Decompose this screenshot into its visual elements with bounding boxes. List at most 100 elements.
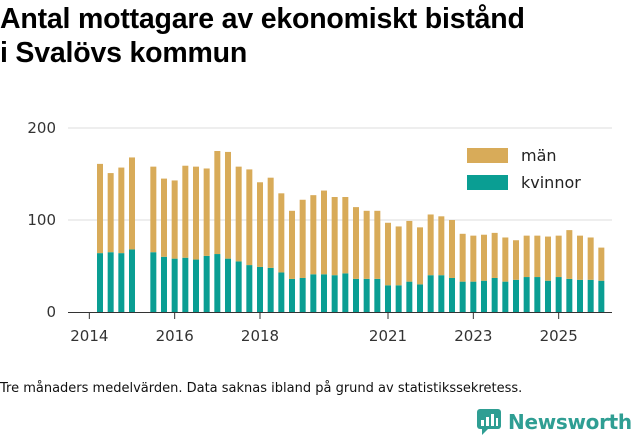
bar-man-5 [161, 178, 167, 257]
bar-kvinnor-29 [417, 284, 423, 312]
bar-kvinnor-16 [278, 272, 285, 312]
bar-kvinnor-24 [363, 278, 370, 312]
bars [97, 151, 605, 312]
bar-kvinnor-32 [449, 277, 455, 312]
bar-kvinnor-10 [214, 254, 221, 312]
bar-kvinnor-17 [289, 278, 295, 312]
chart-title-line-2: i Svalövs kommun [0, 37, 248, 69]
bar-kvinnor-33 [459, 281, 466, 312]
bar-man-20 [321, 190, 327, 275]
bar-man-41 [545, 236, 551, 281]
bar-kvinnor-36 [491, 277, 498, 312]
x-tick-label-2023: 2023 [454, 327, 492, 345]
legend-label-kvinnor: kvinnor [521, 173, 581, 192]
bar-man-24 [363, 210, 370, 279]
bar-man-45 [587, 237, 594, 280]
bar-kvinnor-6 [171, 258, 178, 312]
bar-kvinnor-12 [235, 261, 242, 312]
bar-man-36 [491, 232, 498, 278]
bar-kvinnor-13 [246, 265, 253, 312]
bar-kvinnor-8 [193, 259, 199, 312]
footnote: Tre månaders medelvärden. Data saknas ib… [0, 381, 523, 396]
bar-man-21 [331, 197, 338, 276]
bar-man-39 [523, 235, 530, 278]
bar-man-29 [417, 227, 423, 285]
bar-man-1 [107, 173, 114, 253]
bar-man-17 [289, 210, 295, 279]
bar-man-32 [449, 220, 455, 278]
bar-kvinnor-0 [97, 253, 103, 312]
newsworthy-logo[interactable]: Newsworthy [476, 407, 631, 437]
bar-kvinnor-18 [299, 277, 306, 312]
bar-kvinnor-20 [321, 274, 327, 312]
bar-man-28 [406, 220, 413, 282]
x-tick-label-2014: 2014 [70, 327, 108, 345]
bar-kvinnor-19 [310, 274, 317, 312]
axes: 0 100 200 2014 2016 2018 2021 2023 2025 [27, 119, 612, 345]
newsworthy-brand-name: Newsworthy [508, 410, 631, 434]
bar-man-6 [171, 180, 178, 259]
bar-man-44 [577, 235, 583, 280]
bar-kvinnor-40 [534, 277, 541, 312]
bar-man-9 [203, 168, 210, 256]
bar-man-38 [513, 240, 519, 280]
bar-man-25 [374, 210, 381, 279]
bar-man-19 [310, 195, 317, 275]
bar-kvinnor-23 [353, 278, 359, 312]
legend-swatch-kvinnor [467, 175, 508, 190]
bar-kvinnor-31 [438, 275, 445, 312]
bar-kvinnor-11 [225, 258, 231, 312]
bar-kvinnor-22 [342, 273, 349, 312]
bar-man-40 [534, 235, 541, 278]
bar-kvinnor-44 [577, 279, 583, 312]
bar-kvinnor-41 [545, 280, 551, 312]
bar-man-22 [342, 197, 349, 274]
gridlines [68, 127, 612, 221]
x-tick-label-2021: 2021 [369, 327, 407, 345]
bar-kvinnor-34 [470, 281, 477, 312]
bar-kvinnor-43 [566, 278, 573, 312]
bar-man-4 [150, 166, 157, 253]
bar-kvinnor-46 [598, 280, 605, 312]
bar-kvinnor-27 [395, 285, 402, 312]
bar-man-3 [129, 157, 135, 250]
bar-man-30 [427, 214, 434, 276]
bar-kvinnor-39 [523, 277, 530, 312]
bar-man-14 [257, 182, 263, 267]
bar-kvinnor-4 [150, 252, 157, 312]
bar-man-26 [385, 222, 391, 286]
bar-kvinnor-28 [406, 281, 413, 312]
bar-kvinnor-45 [587, 279, 594, 312]
legend-label-man: män [521, 146, 557, 165]
bar-kvinnor-38 [513, 279, 519, 312]
x-tick-label-2018: 2018 [241, 327, 279, 345]
bar-kvinnor-21 [331, 275, 338, 312]
bar-man-37 [502, 237, 509, 282]
bar-man-12 [235, 166, 242, 262]
bar-man-10 [214, 151, 221, 255]
bar-kvinnor-26 [385, 285, 391, 312]
legend-swatch-man [467, 148, 508, 163]
x-tick-label-2025: 2025 [540, 327, 578, 345]
y-tick-label-0: 0 [46, 303, 56, 321]
bar-kvinnor-3 [129, 249, 135, 312]
bar-man-16 [278, 193, 285, 273]
bar-kvinnor-1 [107, 252, 114, 312]
bar-man-18 [299, 199, 306, 278]
bar-kvinnor-14 [257, 266, 263, 312]
bar-man-27 [395, 226, 402, 286]
bar-kvinnor-2 [118, 253, 125, 312]
bar-man-33 [459, 233, 466, 282]
bar-man-43 [566, 230, 573, 279]
bar-man-15 [267, 177, 274, 268]
newsworthy-logo-icon [477, 409, 501, 435]
stacked-bar-chart: 0 100 200 2014 2016 2018 2021 2023 2025 män kvinn… [27, 119, 612, 345]
bar-kvinnor-9 [203, 255, 210, 312]
bar-kvinnor-35 [481, 280, 487, 312]
bar-man-13 [246, 169, 253, 266]
bar-kvinnor-37 [502, 281, 509, 312]
bar-man-2 [118, 167, 125, 254]
legend: män kvinnor [467, 146, 581, 192]
bar-man-34 [470, 235, 477, 282]
bar-man-35 [481, 234, 487, 281]
